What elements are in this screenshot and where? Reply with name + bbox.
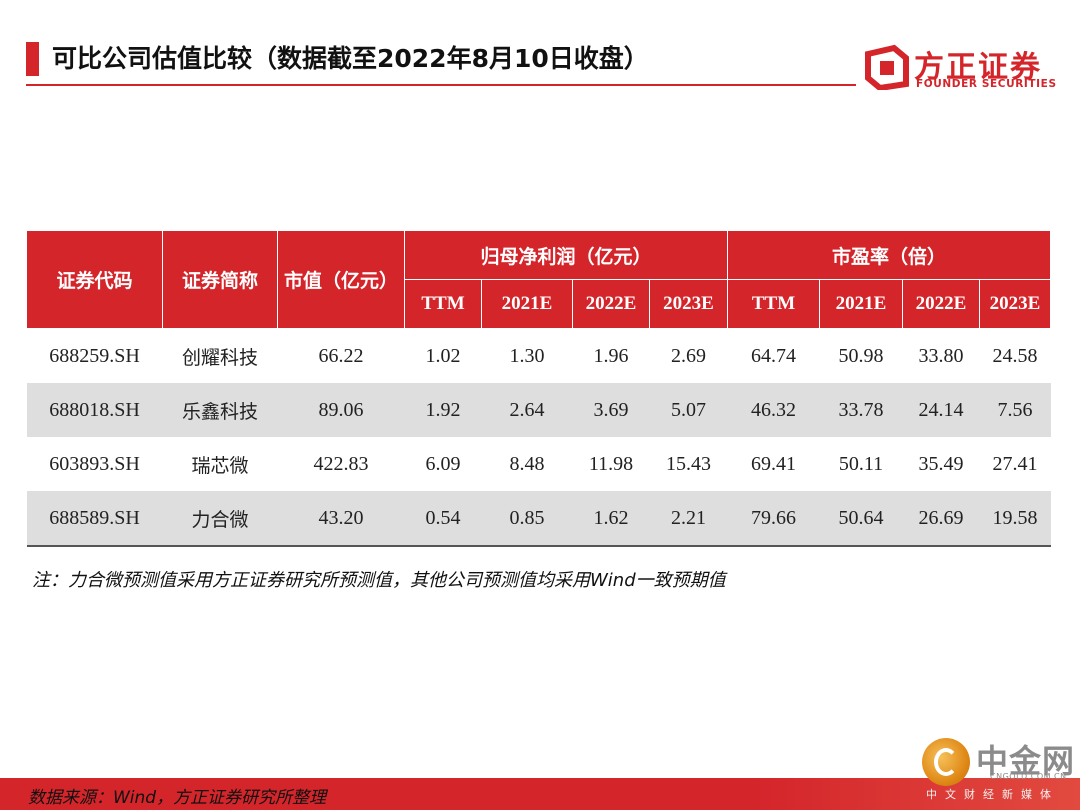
title-marker — [26, 42, 39, 76]
cngold-coin-icon — [922, 738, 970, 786]
cell-pe-2023e: 19.58 — [979, 491, 1051, 547]
header-name: 证券简称 — [162, 230, 278, 329]
watermark-subtitle: 中文财经新媒体 — [926, 788, 1059, 801]
cell-profit-2023e: 15.43 — [666, 452, 711, 475]
cell-name: 瑞芯微 — [191, 454, 249, 477]
title-divider — [26, 84, 856, 86]
cell-profit-2021e: 0.85 — [481, 491, 573, 547]
cell-pe-ttm: 69.41 — [751, 452, 797, 475]
cell-pe-2023e: 24.58 — [992, 344, 1038, 367]
cell-profit-ttm: 1.92 — [404, 383, 482, 437]
cell-profit-2022e: 1.62 — [572, 491, 650, 547]
cell-profit-2021e: 1.30 — [509, 344, 545, 367]
table-row: 688259.SH 创耀科技 66.22 1.02 1.30 1.96 2.69… — [27, 329, 1051, 384]
cell-profit-ttm: 6.09 — [425, 452, 461, 475]
header-row-periods: TTM 2021E 2022E 2023E TTM 2021E 2022E 20… — [27, 279, 1052, 329]
header-pe-2021e: 2021E — [819, 279, 904, 329]
footer-bar — [0, 778, 1080, 810]
cell-pe-2021e: 33.78 — [819, 383, 903, 437]
cell-pe-2022e: 33.80 — [918, 344, 964, 367]
cell-name: 创耀科技 — [181, 346, 258, 369]
table-row: 688589.SH 力合微 43.20 0.54 0.85 1.62 2.21 … — [26, 491, 1051, 547]
cell-profit-2022e: 1.96 — [593, 344, 629, 367]
cell-code: 688589.SH — [26, 491, 163, 547]
table-row: 688018.SH 乐鑫科技 89.06 1.92 2.64 3.69 5.07… — [26, 383, 1051, 437]
header-code: 证券代码 — [26, 230, 163, 329]
page-title: 可比公司估值比较（数据截至2022年8月10日收盘） — [52, 44, 649, 73]
watermark-name: 中金网 — [976, 742, 1076, 780]
header-pe-2022e: 2022E — [902, 279, 981, 329]
cell-code: 688259.SH — [49, 344, 140, 367]
header-profit-2021e: 2021E — [481, 279, 573, 329]
header-net-profit-group: 归母净利润（亿元） — [403, 230, 729, 280]
cell-profit-ttm: 1.02 — [425, 344, 461, 367]
table-footnote: 注：力合微预测值采用方正证券研究所预测值，其他公司预测值均采用Wind一致预期值 — [32, 570, 726, 591]
cell-pe-2023e: 27.41 — [992, 452, 1038, 475]
cell-pe-2022e: 35.49 — [918, 452, 964, 475]
cell-profit-2021e: 2.64 — [481, 383, 573, 437]
founder-logo-icon — [865, 44, 909, 90]
watermark-url: CNGOLD.COM.CN — [990, 772, 1067, 781]
cell-code: 688018.SH — [26, 383, 163, 437]
cell-name: 力合微 — [162, 491, 278, 547]
cell-profit-2022e: 11.98 — [588, 452, 634, 475]
cell-profit-2022e: 3.69 — [572, 383, 650, 437]
cell-profit-2023e: 2.21 — [649, 491, 728, 547]
cell-market-cap: 43.20 — [277, 491, 405, 547]
cell-profit-2023e: 5.07 — [649, 383, 728, 437]
header-profit-2023e: 2023E — [648, 279, 729, 329]
header-profit-2022e: 2022E — [572, 279, 650, 329]
cell-pe-ttm: 79.66 — [727, 491, 820, 547]
founder-securities-logo: 方正证券 FOUNDER SECURITIES — [864, 44, 1057, 90]
header-profit-ttm: TTM — [404, 279, 482, 329]
cell-name: 乐鑫科技 — [162, 383, 278, 437]
cell-pe-2021e: 50.11 — [838, 452, 884, 475]
table-row: 603893.SH 瑞芯微 422.83 6.09 8.48 11.98 15.… — [27, 437, 1051, 491]
cngold-watermark: 中金网 CNGOLD.COM.CN 中文财经新媒体 — [922, 738, 1076, 806]
header-row-primary: 证券代码 证券简称 市值（亿元） 归母净利润（亿元） 市盈率（倍） — [26, 230, 1052, 329]
cell-code: 603893.SH — [49, 452, 140, 475]
cell-pe-2023e: 7.56 — [979, 383, 1051, 437]
cell-market-cap: 66.22 — [318, 344, 364, 367]
cell-market-cap: 422.83 — [313, 452, 369, 475]
cell-pe-2022e: 26.69 — [902, 491, 980, 547]
cell-profit-2023e: 2.69 — [671, 344, 706, 367]
cell-profit-2021e: 8.48 — [509, 452, 545, 475]
cell-pe-2021e: 50.64 — [819, 491, 903, 547]
cell-pe-ttm: 64.74 — [751, 344, 797, 367]
cell-pe-2022e: 24.14 — [902, 383, 980, 437]
logo-chinese-name: 方正证券 — [914, 50, 1042, 85]
cell-market-cap: 89.06 — [277, 383, 405, 437]
cell-pe-2021e: 50.98 — [838, 344, 884, 367]
header-pe-2023e: 2023E — [979, 279, 1052, 329]
header-pe-ttm: TTM — [727, 279, 821, 329]
logo-english-name: FOUNDER SECURITIES — [916, 78, 1057, 90]
cell-pe-ttm: 46.32 — [727, 383, 820, 437]
data-source-note: 数据来源：Wind，方正证券研究所整理 — [28, 788, 327, 808]
valuation-table: 证券代码 证券简称 市值（亿元） 归母净利润（亿元） 市盈率（倍） TTM 20… — [26, 230, 1052, 547]
cell-profit-ttm: 0.54 — [404, 491, 482, 547]
header-market-cap: 市值（亿元） — [277, 230, 405, 329]
header-pe-group: 市盈率（倍） — [727, 230, 1052, 280]
